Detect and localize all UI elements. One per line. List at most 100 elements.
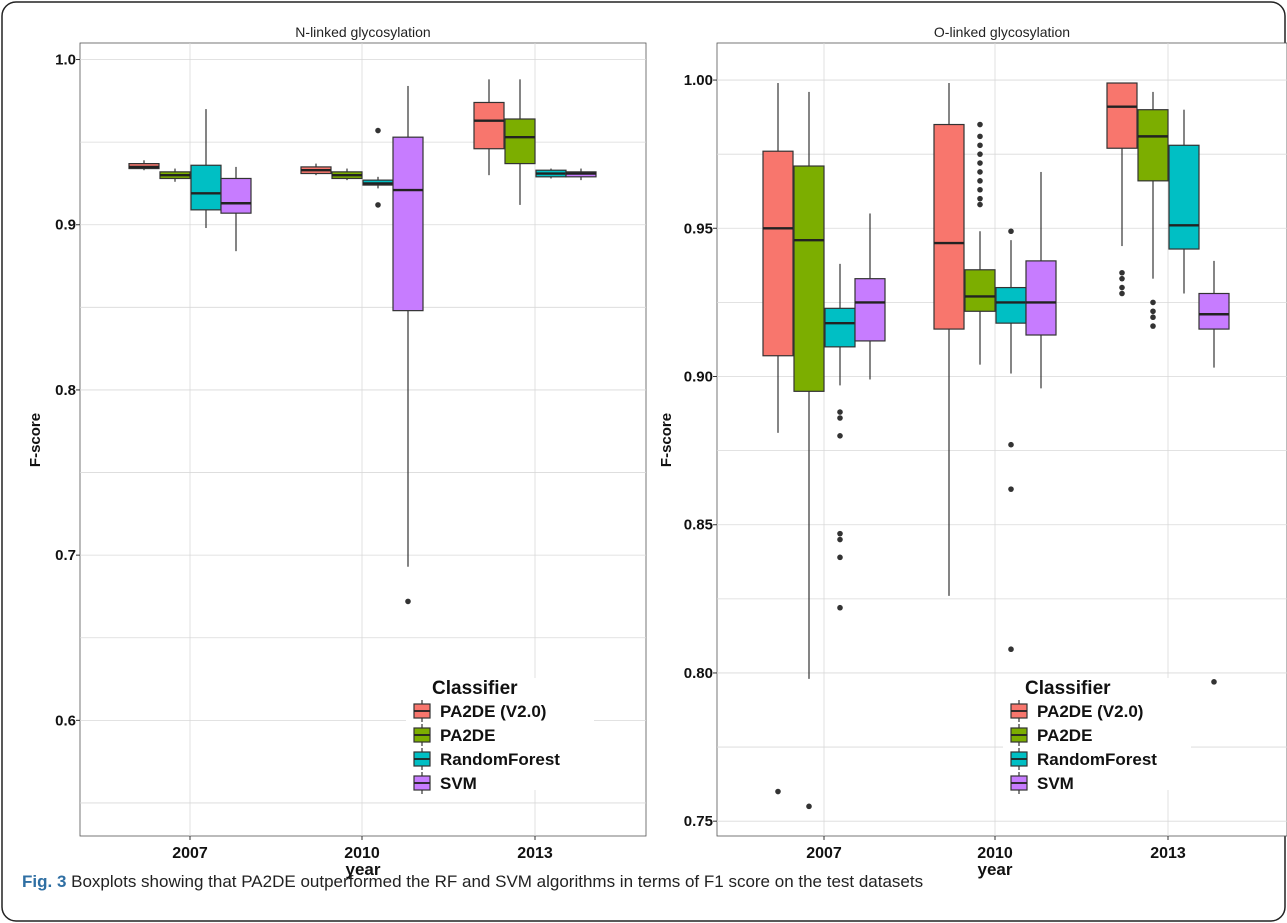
boxplot xyxy=(392,85,424,605)
boxplot xyxy=(190,109,222,229)
outlier-point xyxy=(977,142,983,149)
legend-label: PA2DE xyxy=(1037,726,1092,745)
outlier-point xyxy=(977,133,983,140)
outlier-point xyxy=(977,151,983,157)
x-axis-label: year xyxy=(978,860,1013,879)
outlier-point xyxy=(837,409,843,415)
boxplot xyxy=(300,163,332,176)
box xyxy=(933,123,965,330)
outlier-point xyxy=(977,160,983,166)
legend-item: PA2DE (V2.0) xyxy=(413,700,546,722)
y-tick-label: 0.8 xyxy=(55,382,76,399)
outlier-point xyxy=(1008,486,1014,492)
legend-title: Classifier xyxy=(1025,678,1111,699)
figure-caption-label: Fig. 3 xyxy=(22,872,67,891)
box xyxy=(1025,260,1057,336)
legend-items: PA2DE (V2.0) PA2DE RandomForest SVM xyxy=(413,700,560,794)
y-tick-label: 1.0 xyxy=(55,52,76,69)
legend-background xyxy=(406,678,594,790)
figure-caption: Fig. 3 Boxplots showing that PA2DE outpe… xyxy=(22,872,923,892)
legend-label: PA2DE (V2.0) xyxy=(440,702,546,721)
boxes xyxy=(762,82,1230,810)
legend-title: Classifier xyxy=(432,678,518,699)
box xyxy=(964,269,996,312)
figure-caption-text: Boxplots showing that PA2DE outperformed… xyxy=(66,872,924,891)
box xyxy=(1137,109,1169,182)
x-ticks: 2007 2010 2013 xyxy=(806,836,1186,862)
legend-background xyxy=(1003,678,1191,790)
box xyxy=(220,177,252,214)
boxplot xyxy=(793,91,825,810)
outlier-point xyxy=(837,415,843,421)
y-tick-label: 0.7 xyxy=(55,547,76,564)
legend-item: SVM xyxy=(413,772,477,794)
outlier-point xyxy=(837,536,843,543)
legend-item: RandomForest xyxy=(1010,748,1157,770)
box xyxy=(504,118,536,165)
x-tick-label: 2013 xyxy=(1150,845,1186,862)
box xyxy=(793,165,825,392)
panel-n-linked: N-linked glycosylation F-score year 0.60… xyxy=(27,24,647,879)
y-ticks: 0.75 0.80 0.85 0.90 0.95 1.00 xyxy=(684,72,717,830)
outlier-point xyxy=(375,202,381,208)
y-tick-label: 0.6 xyxy=(55,712,76,729)
boxplot xyxy=(331,168,363,181)
legend: Classifier PA2DE (V2.0) PA2DE RandomForest… xyxy=(1003,678,1191,794)
outlier-point xyxy=(1150,314,1156,321)
outlier-point xyxy=(1008,646,1014,653)
boxplot xyxy=(762,83,794,795)
outlier-point xyxy=(837,432,843,439)
boxplot xyxy=(1025,171,1057,389)
box xyxy=(1106,82,1138,149)
box xyxy=(392,136,424,312)
legend-item: PA2DE xyxy=(1010,724,1092,746)
outlier-point xyxy=(1008,228,1014,235)
boxplot xyxy=(933,83,965,596)
y-tick-label: 0.9 xyxy=(55,217,76,234)
outlier-point xyxy=(977,201,983,208)
outlier-point xyxy=(1211,679,1217,685)
boxplot xyxy=(854,213,886,380)
y-tick-label: 1.00 xyxy=(684,72,713,89)
y-tick-label: 0.75 xyxy=(684,813,713,830)
outlier-point xyxy=(405,598,411,605)
panel-o-linked: O-linked glycosylation F-score year 0.75… xyxy=(658,24,1287,879)
outlier-point xyxy=(1119,269,1125,276)
x-tick-label: 2007 xyxy=(172,845,208,862)
legend-item: PA2DE xyxy=(413,724,495,746)
outlier-point xyxy=(837,604,843,611)
legend-item: SVM xyxy=(1010,772,1074,794)
boxplot xyxy=(1198,260,1230,685)
y-tick-label: 0.80 xyxy=(684,665,713,682)
legend-item: RandomForest xyxy=(413,748,560,770)
box xyxy=(1198,292,1230,330)
outlier-point xyxy=(1150,299,1156,306)
box xyxy=(473,101,505,150)
x-tick-label: 2010 xyxy=(344,845,380,862)
boxes xyxy=(128,79,597,605)
outlier-point xyxy=(837,530,843,537)
y-tick-label: 0.95 xyxy=(684,220,713,237)
x-tick-label: 2007 xyxy=(806,845,842,862)
panel-title: N-linked glycosylation xyxy=(295,24,430,40)
boxplot xyxy=(159,168,191,182)
box xyxy=(762,150,794,357)
boxplot xyxy=(1168,109,1200,294)
outlier-point xyxy=(837,554,843,561)
box xyxy=(190,164,222,211)
box xyxy=(854,278,886,342)
boxplot xyxy=(1137,91,1169,329)
legend-label: PA2DE (V2.0) xyxy=(1037,702,1143,721)
boxplot xyxy=(504,79,536,205)
outlier-point xyxy=(806,803,812,810)
legend-items: PA2DE (V2.0) PA2DE RandomForest SVM xyxy=(1010,700,1157,794)
plot-area xyxy=(716,42,1287,837)
legend-label: RandomForest xyxy=(440,750,560,769)
boxplot xyxy=(964,121,996,365)
boxplot xyxy=(362,127,394,208)
outlier-point xyxy=(375,127,381,134)
outlier-point xyxy=(1119,275,1125,282)
box xyxy=(1168,144,1200,250)
box xyxy=(995,286,1027,324)
x-axis-label: year xyxy=(346,860,381,879)
